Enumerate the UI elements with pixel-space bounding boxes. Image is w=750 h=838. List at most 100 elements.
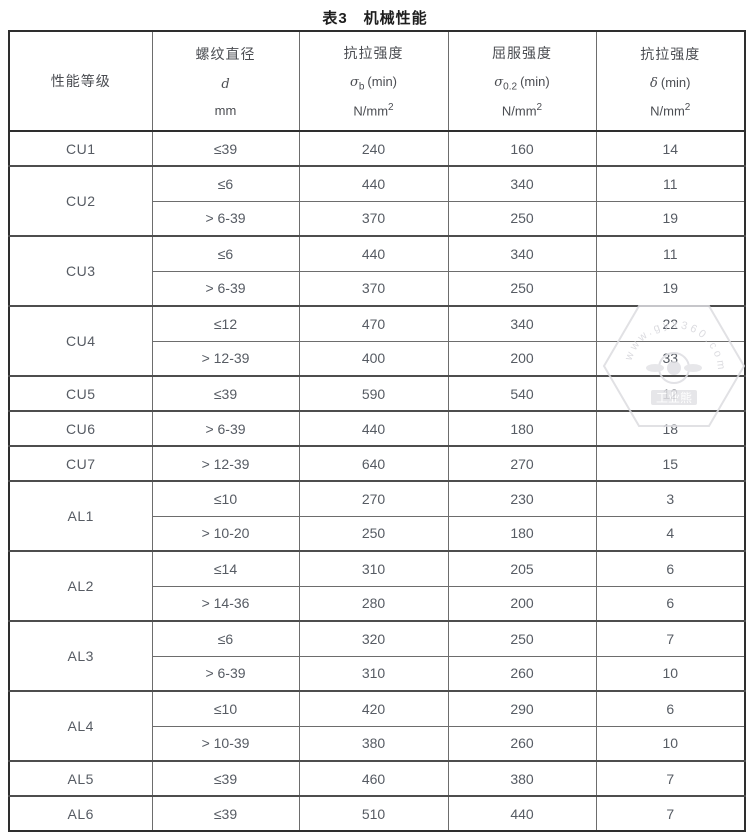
- yield-cell: 200: [447, 585, 597, 622]
- d-cell: > 14-36: [151, 585, 300, 622]
- table-row: AL1 ≤10 270 230 3: [8, 480, 746, 552]
- header-grade-label: 性能等级: [50, 73, 111, 89]
- d-cell: > 10-39: [151, 725, 300, 762]
- tensile-cell: 310: [298, 550, 449, 587]
- header-yield-unit: N/mm2: [501, 102, 543, 119]
- grade-group: CU2 ≤6 440 340 11 > 6-39 370 250 19: [8, 165, 746, 237]
- elong-cell: 11: [595, 235, 746, 272]
- tensile-cell: 640: [298, 445, 449, 482]
- table-row: CU1 ≤39 240 160 14: [8, 130, 746, 167]
- table-row: CU7 > 12-39 640 270 15: [8, 445, 746, 482]
- tensile-cell: 370: [298, 200, 449, 237]
- grade-cell: AL5: [8, 760, 153, 797]
- grade-cell: AL3: [8, 620, 153, 692]
- elong-cell: 4: [595, 515, 746, 552]
- tensile-cell: 240: [298, 130, 449, 167]
- tensile-cell: 510: [298, 795, 449, 832]
- table-row: CU2 ≤6 440 340 11: [8, 165, 746, 237]
- table-row: > 14-36 280 200 6: [9, 585, 746, 622]
- elong-cell: 19: [595, 270, 746, 307]
- header-elong-unit: N/mm2: [650, 101, 691, 119]
- tensile-cell: 460: [298, 760, 449, 797]
- grade-cell: CU1: [8, 130, 153, 167]
- yield-cell: 540: [447, 375, 597, 412]
- elong-cell: 3: [595, 480, 746, 517]
- grade-group: AL6 ≤39 510 440 7: [8, 795, 746, 832]
- d-cell: ≤39: [151, 760, 300, 797]
- grade-cell: CU4: [8, 305, 153, 377]
- table-row: > 6-39 370 250 19: [9, 200, 746, 237]
- table-row: AL2 ≤14 310 205 6: [8, 550, 746, 622]
- d-cell: > 12-39: [151, 445, 300, 482]
- grade-group: AL5 ≤39 460 380 7: [8, 760, 746, 797]
- d-cell: ≤14: [151, 550, 300, 587]
- yield-cell: 340: [447, 165, 597, 202]
- header-diameter-symbol: d: [221, 76, 230, 92]
- grade-group: AL1 ≤10 270 230 3 > 10-20 250 180 4: [8, 480, 746, 552]
- table-row: AL4 ≤10 420 290 6: [8, 690, 746, 762]
- elong-cell: 10: [595, 725, 746, 762]
- yield-cell: 180: [447, 410, 597, 447]
- table-row: AL6 ≤39 510 440 7: [8, 795, 746, 832]
- yield-cell: 290: [447, 690, 597, 727]
- header-row: 性能等级 螺纹直径 d mm 抗拉强度 σb (min) N/mm2: [8, 30, 746, 132]
- yield-cell: 260: [447, 655, 597, 692]
- tensile-cell: 370: [298, 270, 449, 307]
- grade-group: CU5 ≤39 590 540 12: [8, 375, 746, 412]
- table-header: 性能等级 螺纹直径 d mm 抗拉强度 σb (min) N/mm2: [8, 30, 746, 132]
- yield-cell: 200: [447, 340, 597, 377]
- header-grade: 性能等级: [8, 30, 153, 132]
- yield-cell: 250: [447, 200, 597, 237]
- header-elong: 抗拉强度 δ (min) N/mm2: [595, 30, 746, 132]
- tensile-cell: 590: [298, 375, 449, 412]
- elong-cell: 15: [595, 445, 746, 482]
- yield-cell: 230: [447, 480, 597, 517]
- d-cell: ≤39: [151, 375, 300, 412]
- grade-cell: CU3: [8, 235, 153, 307]
- elong-cell: 7: [595, 795, 746, 832]
- d-cell: > 6-39: [151, 270, 300, 307]
- header-diameter: 螺纹直径 d mm: [151, 30, 300, 132]
- elong-cell: 11: [595, 165, 746, 202]
- d-cell: > 6-39: [151, 410, 300, 447]
- elong-cell: 12: [595, 375, 746, 412]
- grade-group: CU7 > 12-39 640 270 15: [8, 445, 746, 482]
- tensile-cell: 440: [298, 165, 449, 202]
- table-row: > 10-20 250 180 4: [9, 515, 746, 552]
- table-row: > 6-39 310 260 10: [9, 655, 746, 692]
- d-cell: ≤6: [151, 235, 300, 272]
- yield-cell: 380: [447, 760, 597, 797]
- d-cell: ≤10: [151, 690, 300, 727]
- table-row: CU6 > 6-39 440 180 18: [8, 410, 746, 447]
- grade-cell: AL2: [8, 550, 153, 622]
- elong-cell: 10: [595, 655, 746, 692]
- header-yield-name: 屈服强度: [492, 45, 552, 62]
- elong-cell: 7: [595, 620, 746, 657]
- d-cell: ≤39: [151, 795, 300, 832]
- grade-group: AL3 ≤6 320 250 7 > 6-39 310 260 10: [8, 620, 746, 692]
- grade-group: CU1 ≤39 240 160 14: [8, 130, 746, 167]
- yield-cell: 250: [447, 270, 597, 307]
- header-diameter-name: 螺纹直径: [195, 46, 256, 63]
- d-cell: > 6-39: [151, 655, 300, 692]
- tensile-cell: 270: [298, 480, 449, 517]
- table-row: AL5 ≤39 460 380 7: [8, 760, 746, 797]
- grade-cell: AL1: [8, 480, 153, 552]
- yield-cell: 440: [447, 795, 597, 832]
- elong-cell: 7: [595, 760, 746, 797]
- grade-group: CU4 ≤12 470 340 22 > 12-39 400 200 33: [8, 305, 746, 377]
- header-tensile: 抗拉强度 σb (min) N/mm2: [298, 30, 449, 132]
- d-cell: ≤6: [151, 620, 300, 657]
- yield-cell: 340: [447, 305, 597, 342]
- yield-cell: 250: [447, 620, 597, 657]
- grade-cell: AL4: [8, 690, 153, 762]
- yield-cell: 160: [447, 130, 597, 167]
- tensile-cell: 470: [298, 305, 449, 342]
- table-row: > 6-39 370 250 19: [9, 270, 746, 307]
- yield-cell: 180: [447, 515, 597, 552]
- grade-cell: AL6: [8, 795, 153, 832]
- page-title: 表3 机械性能: [322, 10, 428, 27]
- header-tensile-name: 抗拉强度: [343, 45, 404, 62]
- tensile-cell: 320: [298, 620, 449, 657]
